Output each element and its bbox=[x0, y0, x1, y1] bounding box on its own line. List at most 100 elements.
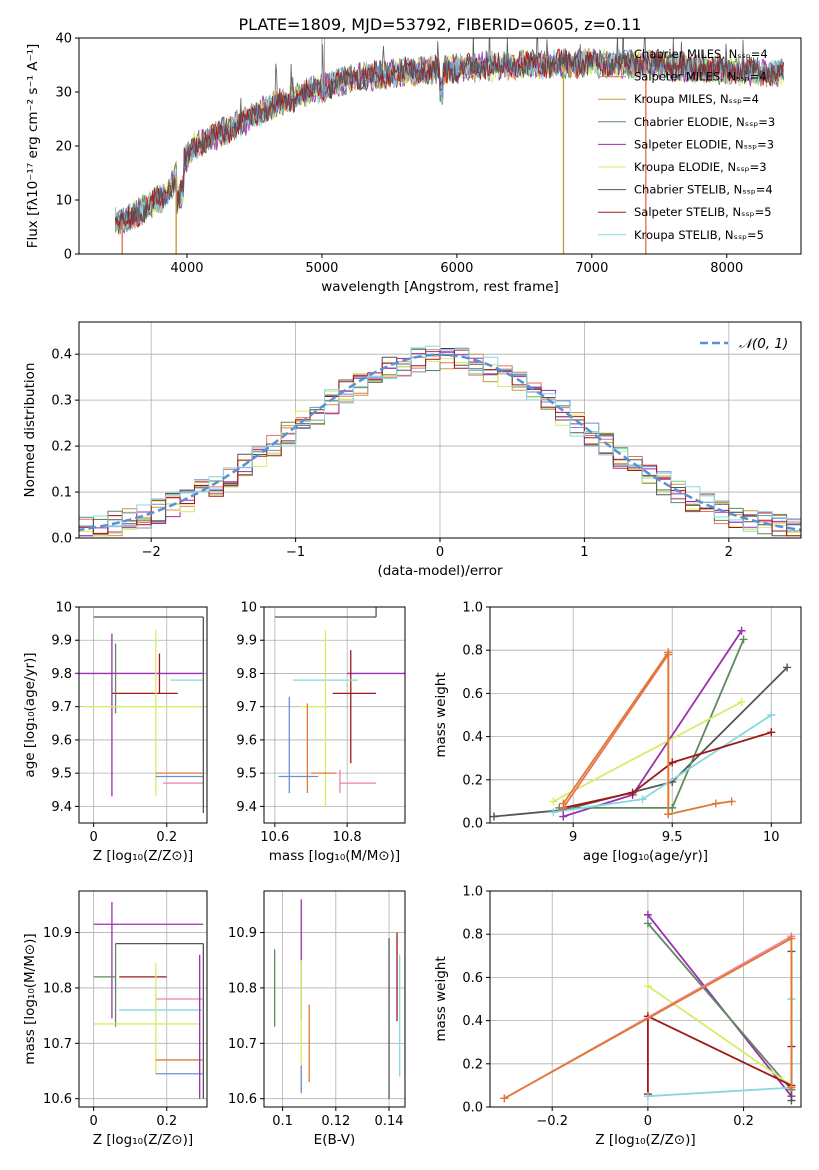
y-tick-label: 0 bbox=[64, 248, 72, 263]
plot-frame-1 bbox=[78, 37, 802, 255]
weight-line-kroupa_stelib bbox=[553, 714, 772, 814]
weight-line-salpeter_stelib bbox=[647, 1014, 793, 1094]
weight-marker bbox=[668, 803, 677, 812]
y-tick-label: 10.9 bbox=[228, 926, 257, 941]
x-tick-label: 4000 bbox=[170, 261, 203, 276]
weight-marker bbox=[628, 788, 637, 797]
normal-curve bbox=[79, 353, 801, 532]
y-tick-label: 0.0 bbox=[462, 817, 483, 832]
weight-marker bbox=[737, 698, 746, 707]
series-line-chabrier_stelib bbox=[115, 38, 784, 234]
y-axis-label: Normed distribution bbox=[22, 363, 38, 498]
y-tick-label: 0.0 bbox=[51, 532, 72, 547]
x-tick-label: 9.5 bbox=[662, 830, 683, 845]
x-tick-label: 9 bbox=[569, 830, 577, 845]
weight-marker bbox=[489, 812, 498, 821]
x-tick-label: −2 bbox=[142, 545, 161, 560]
y-tick-label: 0.2 bbox=[462, 1057, 483, 1072]
error-bars-2 bbox=[75, 616, 204, 814]
y-tick-label: 10.7 bbox=[43, 1037, 72, 1052]
x-tick-label: −1 bbox=[286, 545, 305, 560]
weight-marker bbox=[638, 795, 647, 804]
weight-marker bbox=[549, 797, 558, 806]
weight-line-chabrier_elodie bbox=[647, 922, 793, 1091]
weight-marker bbox=[664, 648, 673, 657]
legend-label: Salpeter ELODIE, Nₛₛₚ=3 bbox=[634, 137, 774, 151]
legend-label: Kroupa MILES, Nₛₛₚ=4 bbox=[634, 92, 759, 106]
y-tick-label: 0.2 bbox=[462, 773, 483, 788]
plot-frame-5 bbox=[489, 606, 802, 824]
y-tick-label: 9.9 bbox=[51, 634, 72, 649]
x-axis-label: mass [log₁₀(M/M⊙)] bbox=[269, 848, 400, 864]
x-tick-label: 0.2 bbox=[156, 830, 177, 845]
axes-3: 0 0.2 9.4 9.5 9.6 9.7 9.8 9.9 10 Z [log₁₀(Z/Z⊙)] a… bbox=[22, 601, 207, 864]
y-tick-label: 9.8 bbox=[236, 667, 257, 682]
x-tick-label: 0 bbox=[436, 545, 444, 560]
weight-marker bbox=[500, 1094, 509, 1103]
legend-label-normal: 𝒩(0, 1) bbox=[739, 336, 788, 352]
plot-frame-4 bbox=[263, 606, 406, 824]
x-tick-label: −0.2 bbox=[536, 1114, 568, 1129]
y-tick-label: 9.5 bbox=[236, 767, 257, 782]
weight-marker bbox=[783, 663, 792, 672]
weight-marker bbox=[711, 799, 720, 808]
y-tick-label: 0.2 bbox=[51, 440, 72, 455]
plot-frame-7 bbox=[263, 890, 406, 1108]
plot-frame-6 bbox=[78, 890, 208, 1108]
y-tick-label: 0.8 bbox=[462, 644, 483, 659]
weight-marker bbox=[643, 1092, 652, 1101]
x-tick-label: 2 bbox=[725, 545, 733, 560]
weight-marker bbox=[787, 934, 796, 943]
weight-marker bbox=[643, 910, 652, 919]
x-axis-label: wavelength [Angstrom, rest frame] bbox=[321, 279, 559, 295]
error-bars-5 bbox=[93, 902, 204, 1099]
weight-marker bbox=[559, 812, 568, 821]
weight-marker bbox=[787, 1096, 796, 1105]
legend-label: Chabrier MILES, Nₛₛₚ=4 bbox=[634, 47, 768, 61]
y-tick-label: 10.8 bbox=[43, 981, 72, 996]
x-tick-label: 6000 bbox=[440, 261, 473, 276]
y-axis-label: mass weight bbox=[433, 672, 449, 757]
weight-marker bbox=[787, 1083, 796, 1092]
weight-line-chabrier_elodie bbox=[559, 639, 745, 809]
weight-line-salpeter_miles bbox=[562, 651, 670, 815]
y-tick-label: 0.8 bbox=[462, 928, 483, 943]
y-tick-label: 9.7 bbox=[51, 700, 72, 715]
x-tick-label: 1 bbox=[580, 545, 588, 560]
x-tick-label: 10.6 bbox=[260, 830, 289, 845]
axes-8: −0.2 0 0.2 0.0 0.2 0.4 0.6 0.8 1.0 Z [log₁₀(Z/Z⊙)… bbox=[433, 885, 801, 1148]
y-tick-label: 0.6 bbox=[462, 687, 483, 702]
y-axis-label: Flux [fλ10⁻¹⁷ erg cm⁻² s⁻¹ A⁻¹] bbox=[25, 44, 41, 249]
y-tick-label: 40 bbox=[55, 32, 72, 47]
y-tick-label: 9.4 bbox=[51, 800, 72, 815]
plot-frame-3 bbox=[78, 606, 208, 824]
y-tick-label: 1.0 bbox=[462, 885, 483, 900]
weight-marker bbox=[767, 728, 776, 737]
axes-6: 0 0.2 10.6 10.7 10.8 10.9 Z [log₁₀(Z/Z⊙)] mass … bbox=[22, 891, 207, 1148]
x-tick-label: 0 bbox=[89, 1114, 97, 1129]
y-tick-label: 9.5 bbox=[51, 767, 72, 782]
plot-frame-8 bbox=[489, 890, 802, 1108]
weight-marker bbox=[643, 982, 652, 991]
x-tick-label: 10.8 bbox=[333, 830, 362, 845]
y-tick-label: 10.6 bbox=[228, 1092, 257, 1107]
y-tick-label: 9.9 bbox=[236, 634, 257, 649]
legend: Chabrier MILES, Nₛₛₚ=4 Salpeter MILES, Nₛ… bbox=[598, 47, 775, 242]
histogram-kroupa_stelib bbox=[79, 345, 801, 537]
x-tick-label: 0 bbox=[644, 1114, 652, 1129]
weight-marker bbox=[559, 799, 568, 808]
y-tick-label: 9.6 bbox=[51, 733, 72, 748]
y-tick-label: 10.7 bbox=[228, 1037, 257, 1052]
x-tick-label: 0.1 bbox=[272, 1114, 293, 1129]
x-tick-label: 0.14 bbox=[375, 1114, 404, 1129]
x-tick-label: 0.2 bbox=[733, 1114, 754, 1129]
y-axis-label: mass weight bbox=[433, 956, 449, 1041]
x-tick-label: 10 bbox=[763, 830, 780, 845]
y-tick-label: 0.4 bbox=[462, 730, 483, 745]
x-tick-label: 8000 bbox=[710, 261, 743, 276]
weight-lines-7 bbox=[500, 910, 796, 1105]
weight-marker bbox=[737, 626, 746, 635]
weight-marker bbox=[727, 797, 736, 806]
x-tick-label: 0.2 bbox=[156, 1114, 177, 1129]
